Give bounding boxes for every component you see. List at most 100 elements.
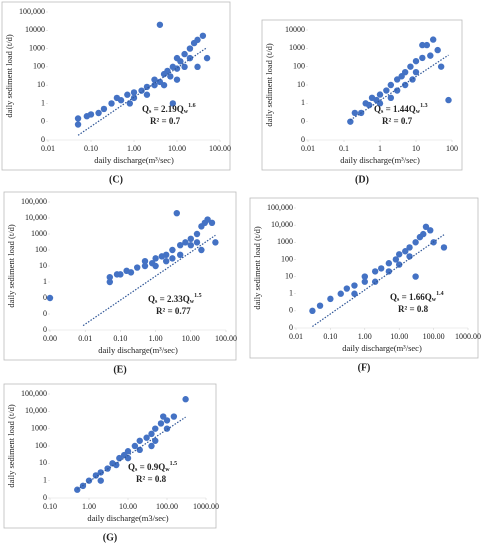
x-tick-label: 10.00 [182,334,200,343]
y-tick-label: 100,000 [267,203,293,212]
x-tick-label: 100.00 [209,144,231,153]
x-tick-label: 0.01 [41,144,55,153]
eq-part: Q [142,104,149,114]
point [163,417,171,424]
x-tick-label: 1000.00 [193,502,219,511]
y-tick-label: 1 [43,475,47,484]
y-tick-label: 1 [43,277,47,286]
point [194,36,201,44]
x-axis-title: daily discharge(m³/sec) [340,155,420,165]
point [182,239,189,246]
eq-part: = 1.66Q [399,292,431,302]
point [130,89,138,96]
point [422,223,430,231]
x-tick-label: 0.00 [43,334,57,343]
point [387,81,395,89]
y-tick-label: 100 [281,254,293,263]
point [396,261,403,268]
y-tick-label: 10000 [25,25,45,34]
point [212,239,219,246]
x-tick-label: 1.00 [358,332,372,341]
point [164,67,171,75]
point [162,251,170,259]
point [143,83,151,91]
panel-border [1,1,231,171]
point [412,239,419,246]
point [385,260,393,267]
point [429,36,437,43]
x-axis-title: daily discharge(m³/sec) [98,345,178,355]
x-tick-label: 0.01 [301,144,315,153]
eq-part: = 2.33Q [157,294,189,304]
point [152,262,159,270]
y-tick-label: 1 [289,289,293,298]
point [46,294,54,302]
eq-part: Q [374,104,381,114]
point [173,65,181,72]
point [361,278,368,285]
x-axis-title: daily discharge(m3/sec) [87,513,168,523]
point [181,50,188,58]
y-tick-label: 100 [35,245,47,254]
point [156,21,164,28]
eq-sub: s [397,297,400,303]
eq-part: Q [390,292,397,302]
point [124,454,132,462]
y-tick-label: 100 [293,61,305,70]
point [401,68,409,76]
point [412,273,419,280]
point [419,41,426,49]
point [337,290,344,297]
eq-part: = 1.44Q [383,104,415,114]
point [199,32,207,39]
point [170,413,178,420]
eq-exp: 1.6 [188,103,196,109]
y-tick-label: 0 [43,293,47,302]
x-tick-label: 1.00 [127,144,141,153]
r-squared: R² = 0.7 [382,116,413,126]
x-axis-title: daily discharge(m³/sec) [94,155,174,165]
point [97,477,104,484]
point [351,282,358,289]
point [169,100,177,107]
point [406,244,413,251]
equation: Qs = 1.66Qw1.4 [390,291,444,303]
y-tick-label: 100 [33,62,45,71]
point [182,396,189,403]
point [169,255,176,262]
point [141,262,149,270]
eq-part: = 0.9Q [137,462,165,472]
point [74,121,82,128]
point [204,216,211,223]
point [152,425,159,432]
y-tick-label: 10 [37,80,45,89]
y-axis-title: daily sediment load (t/d) [6,404,16,487]
x-tick-label: 10.00 [119,502,137,511]
point [124,448,132,455]
point [152,437,159,444]
y-tick-label: 100,000 [21,389,47,398]
x-tick-label: 0.10 [43,502,57,511]
point [152,255,159,262]
eq-exp: 1.3 [420,103,428,109]
eq-sub: s [149,109,152,115]
trendline [77,47,208,136]
y-tick-label: 0 [43,493,47,502]
point [181,63,188,71]
point [387,94,395,102]
panel-label: (G) [103,532,117,543]
x-tick-label: 100.00 [215,334,237,343]
panel-border [3,191,237,361]
point [151,76,158,83]
point [187,241,194,249]
point [423,41,431,49]
point [406,253,413,260]
point [157,420,165,427]
panel-label: (C) [109,174,123,185]
trendline [76,416,186,490]
x-tick-label: 1000.00 [455,332,481,341]
y-tick-label: 0 [41,135,45,144]
point [434,46,441,54]
y-axis-title: daily sediment load (t/d) [252,226,262,309]
